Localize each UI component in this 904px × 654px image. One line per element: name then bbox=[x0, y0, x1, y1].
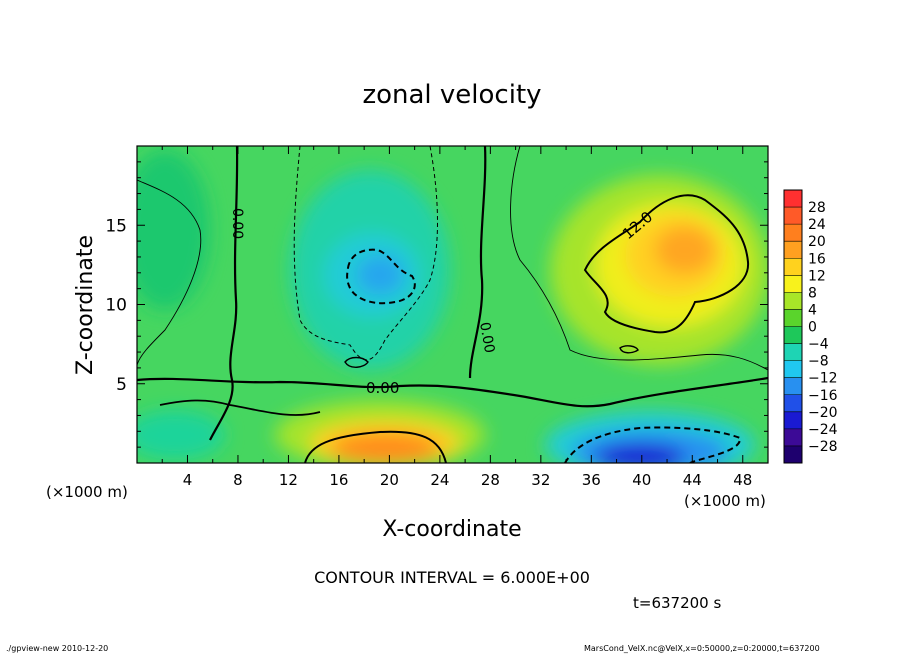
colorbar-swatch bbox=[784, 258, 802, 276]
contour-small-loop bbox=[344, 356, 369, 368]
colorbar-swatch bbox=[784, 241, 802, 259]
contour-minus-six bbox=[293, 146, 438, 361]
contour-minus-twelve-lower bbox=[564, 426, 741, 463]
colorbar-swatch bbox=[784, 377, 802, 396]
contour-lines bbox=[137, 146, 768, 463]
x-tick-label: 4 bbox=[183, 471, 193, 489]
colorbar-swatch bbox=[784, 394, 802, 413]
colorbar-swatch bbox=[784, 309, 802, 327]
colorbar-swatch bbox=[784, 292, 802, 310]
x-tick-label: 28 bbox=[481, 471, 500, 489]
x-tick-label: 20 bbox=[380, 471, 399, 489]
contour-label: 0.00 bbox=[476, 321, 497, 354]
contour-label: 0.00 bbox=[229, 208, 245, 239]
colorbar-label: −20 bbox=[808, 405, 838, 421]
contour-twelve bbox=[583, 194, 750, 334]
chart-title: zonal velocity bbox=[362, 80, 541, 110]
colorbar-label: 0 bbox=[808, 320, 817, 336]
x-axis-label: X-coordinate bbox=[382, 517, 521, 542]
field-blob bbox=[595, 444, 685, 463]
contour-zero-lower bbox=[159, 399, 321, 416]
x-axis: 4 8 12 16 20 24 28 32 36 40 44 48 bbox=[136, 146, 769, 489]
colorbar-label: −28 bbox=[808, 439, 838, 455]
field-blob bbox=[356, 255, 404, 295]
y-tick-label: 5 bbox=[116, 375, 127, 395]
colorbar-label: 20 bbox=[808, 234, 826, 250]
colorbar-label: −16 bbox=[808, 388, 838, 404]
field-blob bbox=[655, 226, 715, 274]
colorbar-swatch bbox=[784, 190, 802, 208]
x-unit-right: (×1000 m) bbox=[684, 492, 766, 510]
velocity-field bbox=[137, 146, 768, 463]
colorbar-label: −12 bbox=[808, 371, 838, 387]
colorbar-label: 4 bbox=[808, 302, 817, 318]
x-tick-label: 24 bbox=[430, 471, 449, 489]
contour-zero-middle bbox=[468, 146, 487, 379]
field-blob bbox=[137, 150, 210, 310]
x-tick-label: 48 bbox=[733, 471, 752, 489]
time-label: t=637200 s bbox=[633, 594, 721, 612]
contour-six-left bbox=[137, 179, 202, 366]
x-tick-label: 16 bbox=[329, 471, 348, 489]
colorbar-label: −4 bbox=[808, 337, 829, 353]
colorbar-swatch bbox=[784, 207, 802, 225]
colorbar-label: 8 bbox=[808, 285, 817, 301]
colorbar-swatch bbox=[784, 343, 802, 362]
colorbar-label: 28 bbox=[808, 200, 826, 216]
y-axis: 5 10 15 bbox=[105, 145, 768, 464]
colorbar-label: 24 bbox=[808, 217, 826, 233]
x-tick-label: 8 bbox=[233, 471, 243, 489]
x-tick-label: 36 bbox=[582, 471, 601, 489]
colorbar-swatch bbox=[784, 326, 802, 345]
contour-zero-horizontal bbox=[137, 376, 768, 408]
colorbar-label: 12 bbox=[808, 268, 826, 284]
contour-interval: CONTOUR INTERVAL = 6.000E+00 bbox=[314, 568, 590, 587]
colorbar-swatch bbox=[784, 224, 802, 242]
x-tick-label: 12 bbox=[279, 471, 298, 489]
contour-small-loop bbox=[619, 345, 639, 354]
y-axis-label: Z-coordinate bbox=[73, 235, 98, 375]
footer-left: ./gpview-new 2010-12-20 bbox=[6, 644, 108, 653]
x-unit-left: (×1000 m) bbox=[46, 483, 128, 501]
colorbar-swatch bbox=[784, 360, 802, 379]
x-tick-label: 40 bbox=[632, 471, 651, 489]
footer-right: MarsCond_VelX.nc@VelX,x=0:50000,z=0:2000… bbox=[584, 644, 820, 653]
colorbar-swatch bbox=[784, 275, 802, 293]
colorbar-swatch bbox=[784, 445, 802, 464]
colorbar-label: −24 bbox=[808, 422, 838, 438]
colorbar-swatch bbox=[784, 428, 802, 447]
colorbar-label: −8 bbox=[808, 354, 829, 370]
y-tick-label: 15 bbox=[105, 216, 127, 236]
x-tick-label: 44 bbox=[683, 471, 702, 489]
x-tick-label: 32 bbox=[531, 471, 550, 489]
contour-minus-twelve bbox=[346, 248, 416, 305]
y-tick-label: 10 bbox=[105, 296, 127, 316]
colorbar-swatch bbox=[784, 411, 802, 430]
colorbar-label: 16 bbox=[808, 251, 826, 267]
contour-label: 0.00 bbox=[366, 379, 399, 397]
field-blob bbox=[330, 433, 440, 463]
contour-twelve-lower bbox=[304, 430, 447, 463]
field-blob bbox=[137, 410, 225, 460]
contour-six bbox=[510, 146, 768, 371]
